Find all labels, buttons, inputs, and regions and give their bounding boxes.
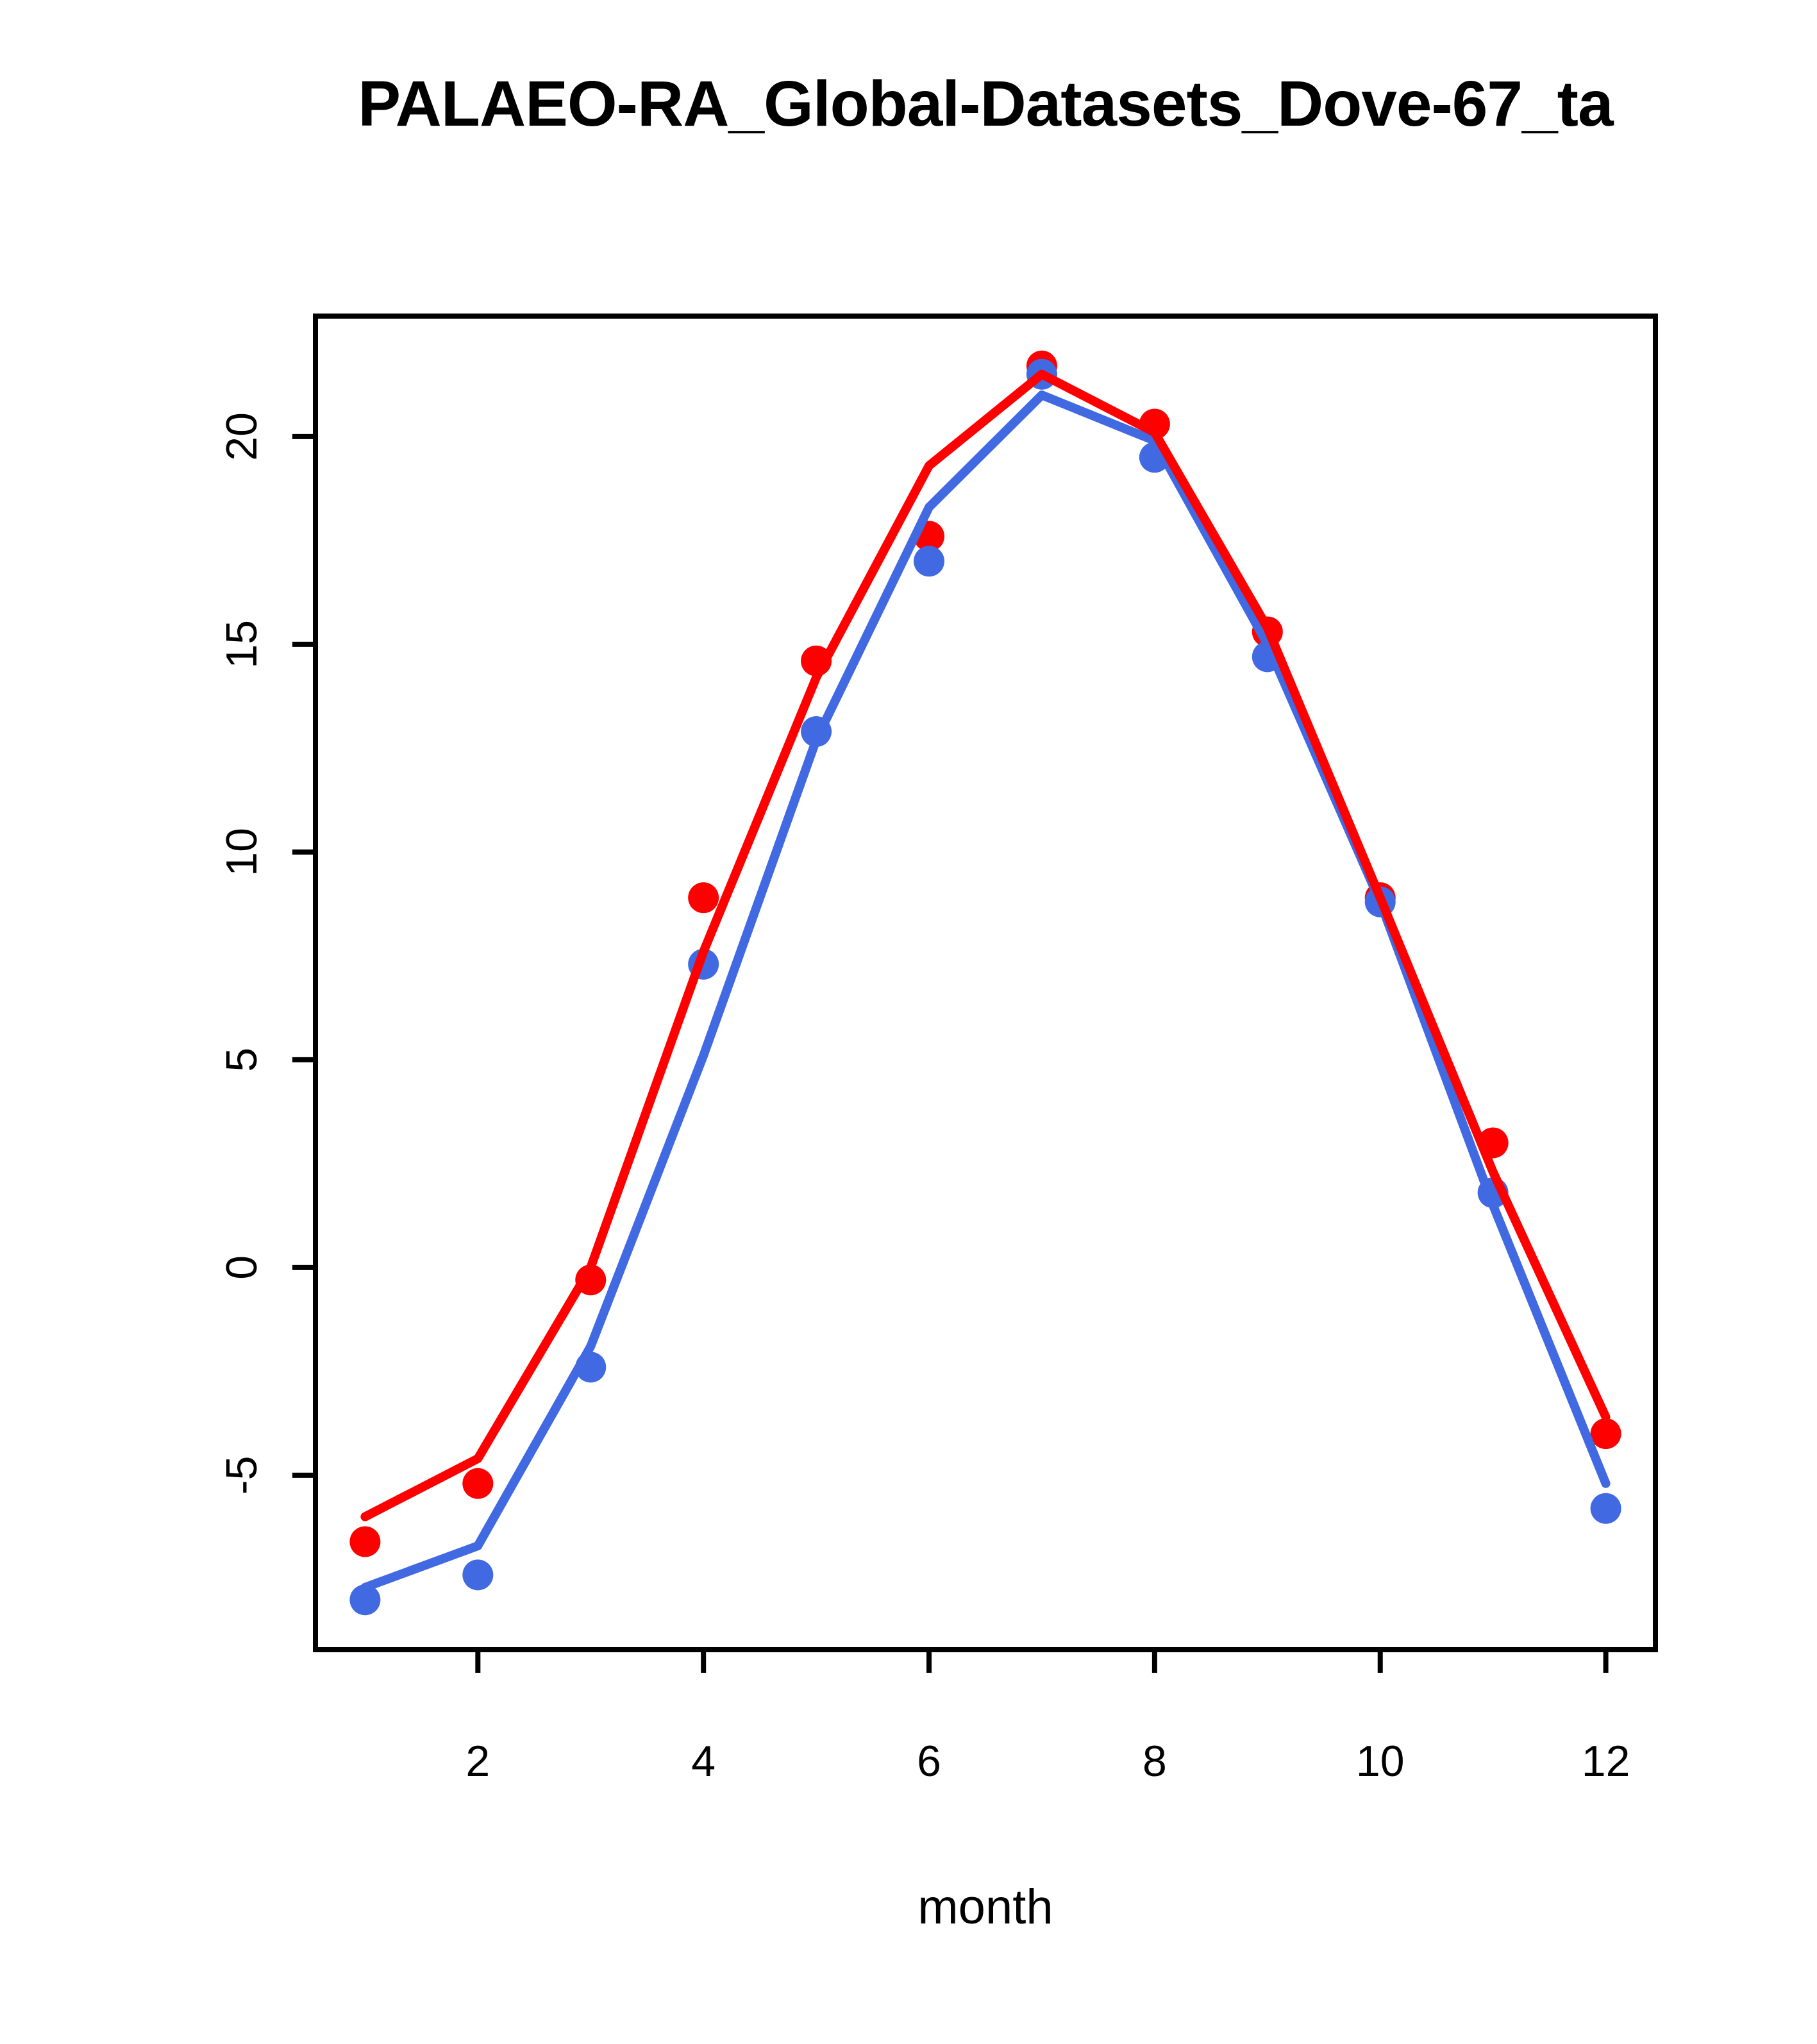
y-tick-label: 20 — [217, 412, 266, 461]
data-point-blue-points — [462, 1559, 494, 1591]
x-tick-label: 4 — [691, 1737, 716, 1786]
data-point-red-points — [1590, 1418, 1621, 1450]
x-axis-title: month — [917, 1880, 1053, 1934]
data-point-red-points — [349, 1526, 381, 1557]
data-point-blue-points — [1590, 1493, 1621, 1524]
y-axis-layer: -5 0 5 10 15 20 — [217, 412, 315, 1495]
x-tick-label: 12 — [1582, 1737, 1630, 1786]
y-tick-label: 15 — [217, 620, 266, 669]
series-red-line — [360, 369, 1611, 1521]
plot-frame-layer — [313, 314, 1658, 1652]
y-tick-label: 10 — [217, 828, 266, 876]
x-axis-layer: 2 4 6 8 10 12 — [465, 1650, 1630, 1786]
y-tick-label: 0 — [217, 1255, 266, 1280]
y-tick-label: 5 — [217, 1048, 266, 1072]
data-point-red-points — [462, 1468, 494, 1499]
x-tick-label: 10 — [1356, 1737, 1405, 1786]
x-tick-label: 2 — [465, 1737, 490, 1786]
chart-title: PALAEO-RA_Global-Datasets_Dove-67_ta — [358, 68, 1613, 140]
data-point-red-points — [688, 882, 719, 914]
series-red-points — [349, 350, 1621, 1557]
plot-frame — [313, 314, 1658, 1652]
x-tick-label: 6 — [917, 1737, 941, 1786]
data-point-blue-points — [914, 546, 945, 577]
data-point-blue-points — [349, 1584, 381, 1616]
y-tick-label: -5 — [217, 1456, 266, 1495]
x-tick-label: 8 — [1143, 1737, 1167, 1786]
series-layer — [349, 350, 1621, 1616]
